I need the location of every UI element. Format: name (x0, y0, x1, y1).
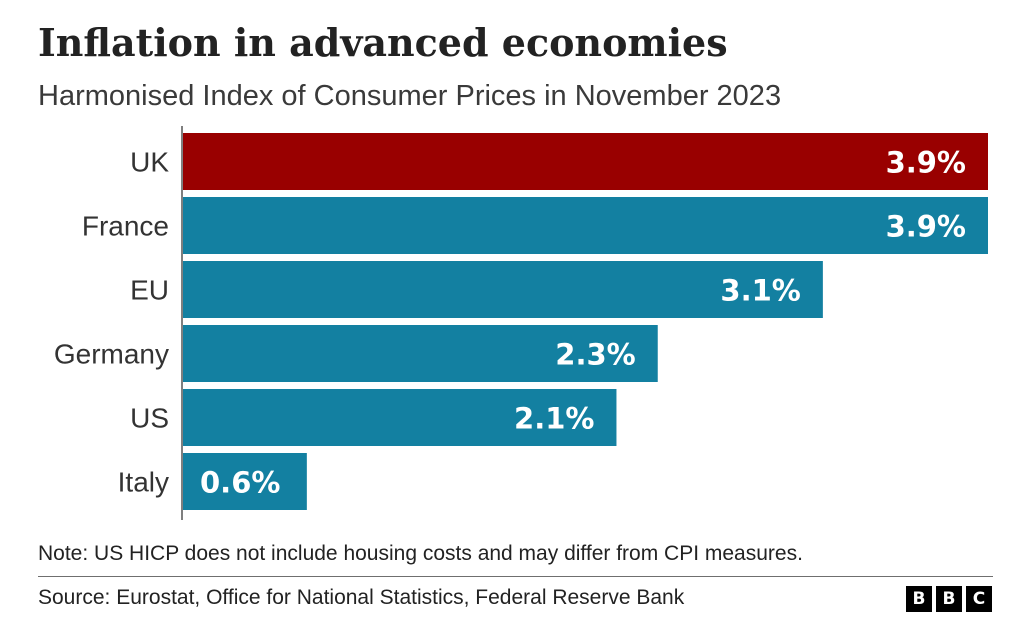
logo-letter-b2: B (936, 586, 962, 612)
value-label-uk: 3.9% (886, 146, 966, 180)
bar-germany (183, 325, 658, 382)
footer-divider (38, 576, 993, 577)
category-label-eu: EU (130, 275, 169, 306)
bar-uk (183, 133, 988, 190)
chart-source: Source: Eurostat, Office for National St… (38, 586, 685, 609)
category-label-us: US (130, 403, 169, 434)
bar-eu (183, 261, 823, 318)
logo-letter-b1: B (906, 586, 932, 612)
chart-title: Inflation in advanced economies (38, 20, 728, 65)
bar-us (183, 389, 617, 446)
category-label-italy: Italy (118, 467, 169, 498)
value-label-italy: 0.6% (200, 466, 280, 500)
chart-subtitle: Harmonised Index of Consumer Prices in N… (38, 80, 782, 112)
value-label-eu: 3.1% (720, 274, 800, 308)
category-label-uk: UK (130, 147, 169, 178)
category-label-germany: Germany (54, 339, 169, 370)
value-label-us: 2.1% (514, 402, 594, 436)
bbc-logo: B B C (906, 586, 992, 612)
category-label-france: France (82, 211, 169, 242)
bar-italy (183, 453, 307, 510)
logo-letter-c: C (966, 586, 992, 612)
value-label-france: 3.9% (886, 210, 966, 244)
chart-note: Note: US HICP does not include housing c… (38, 542, 803, 565)
bar-france (183, 197, 988, 254)
bar-chart: UK 3.9% France 3.9% EU 3.1% Germany 2.3% US 2.1% I… (54, 126, 988, 520)
value-label-germany: 2.3% (555, 338, 635, 372)
